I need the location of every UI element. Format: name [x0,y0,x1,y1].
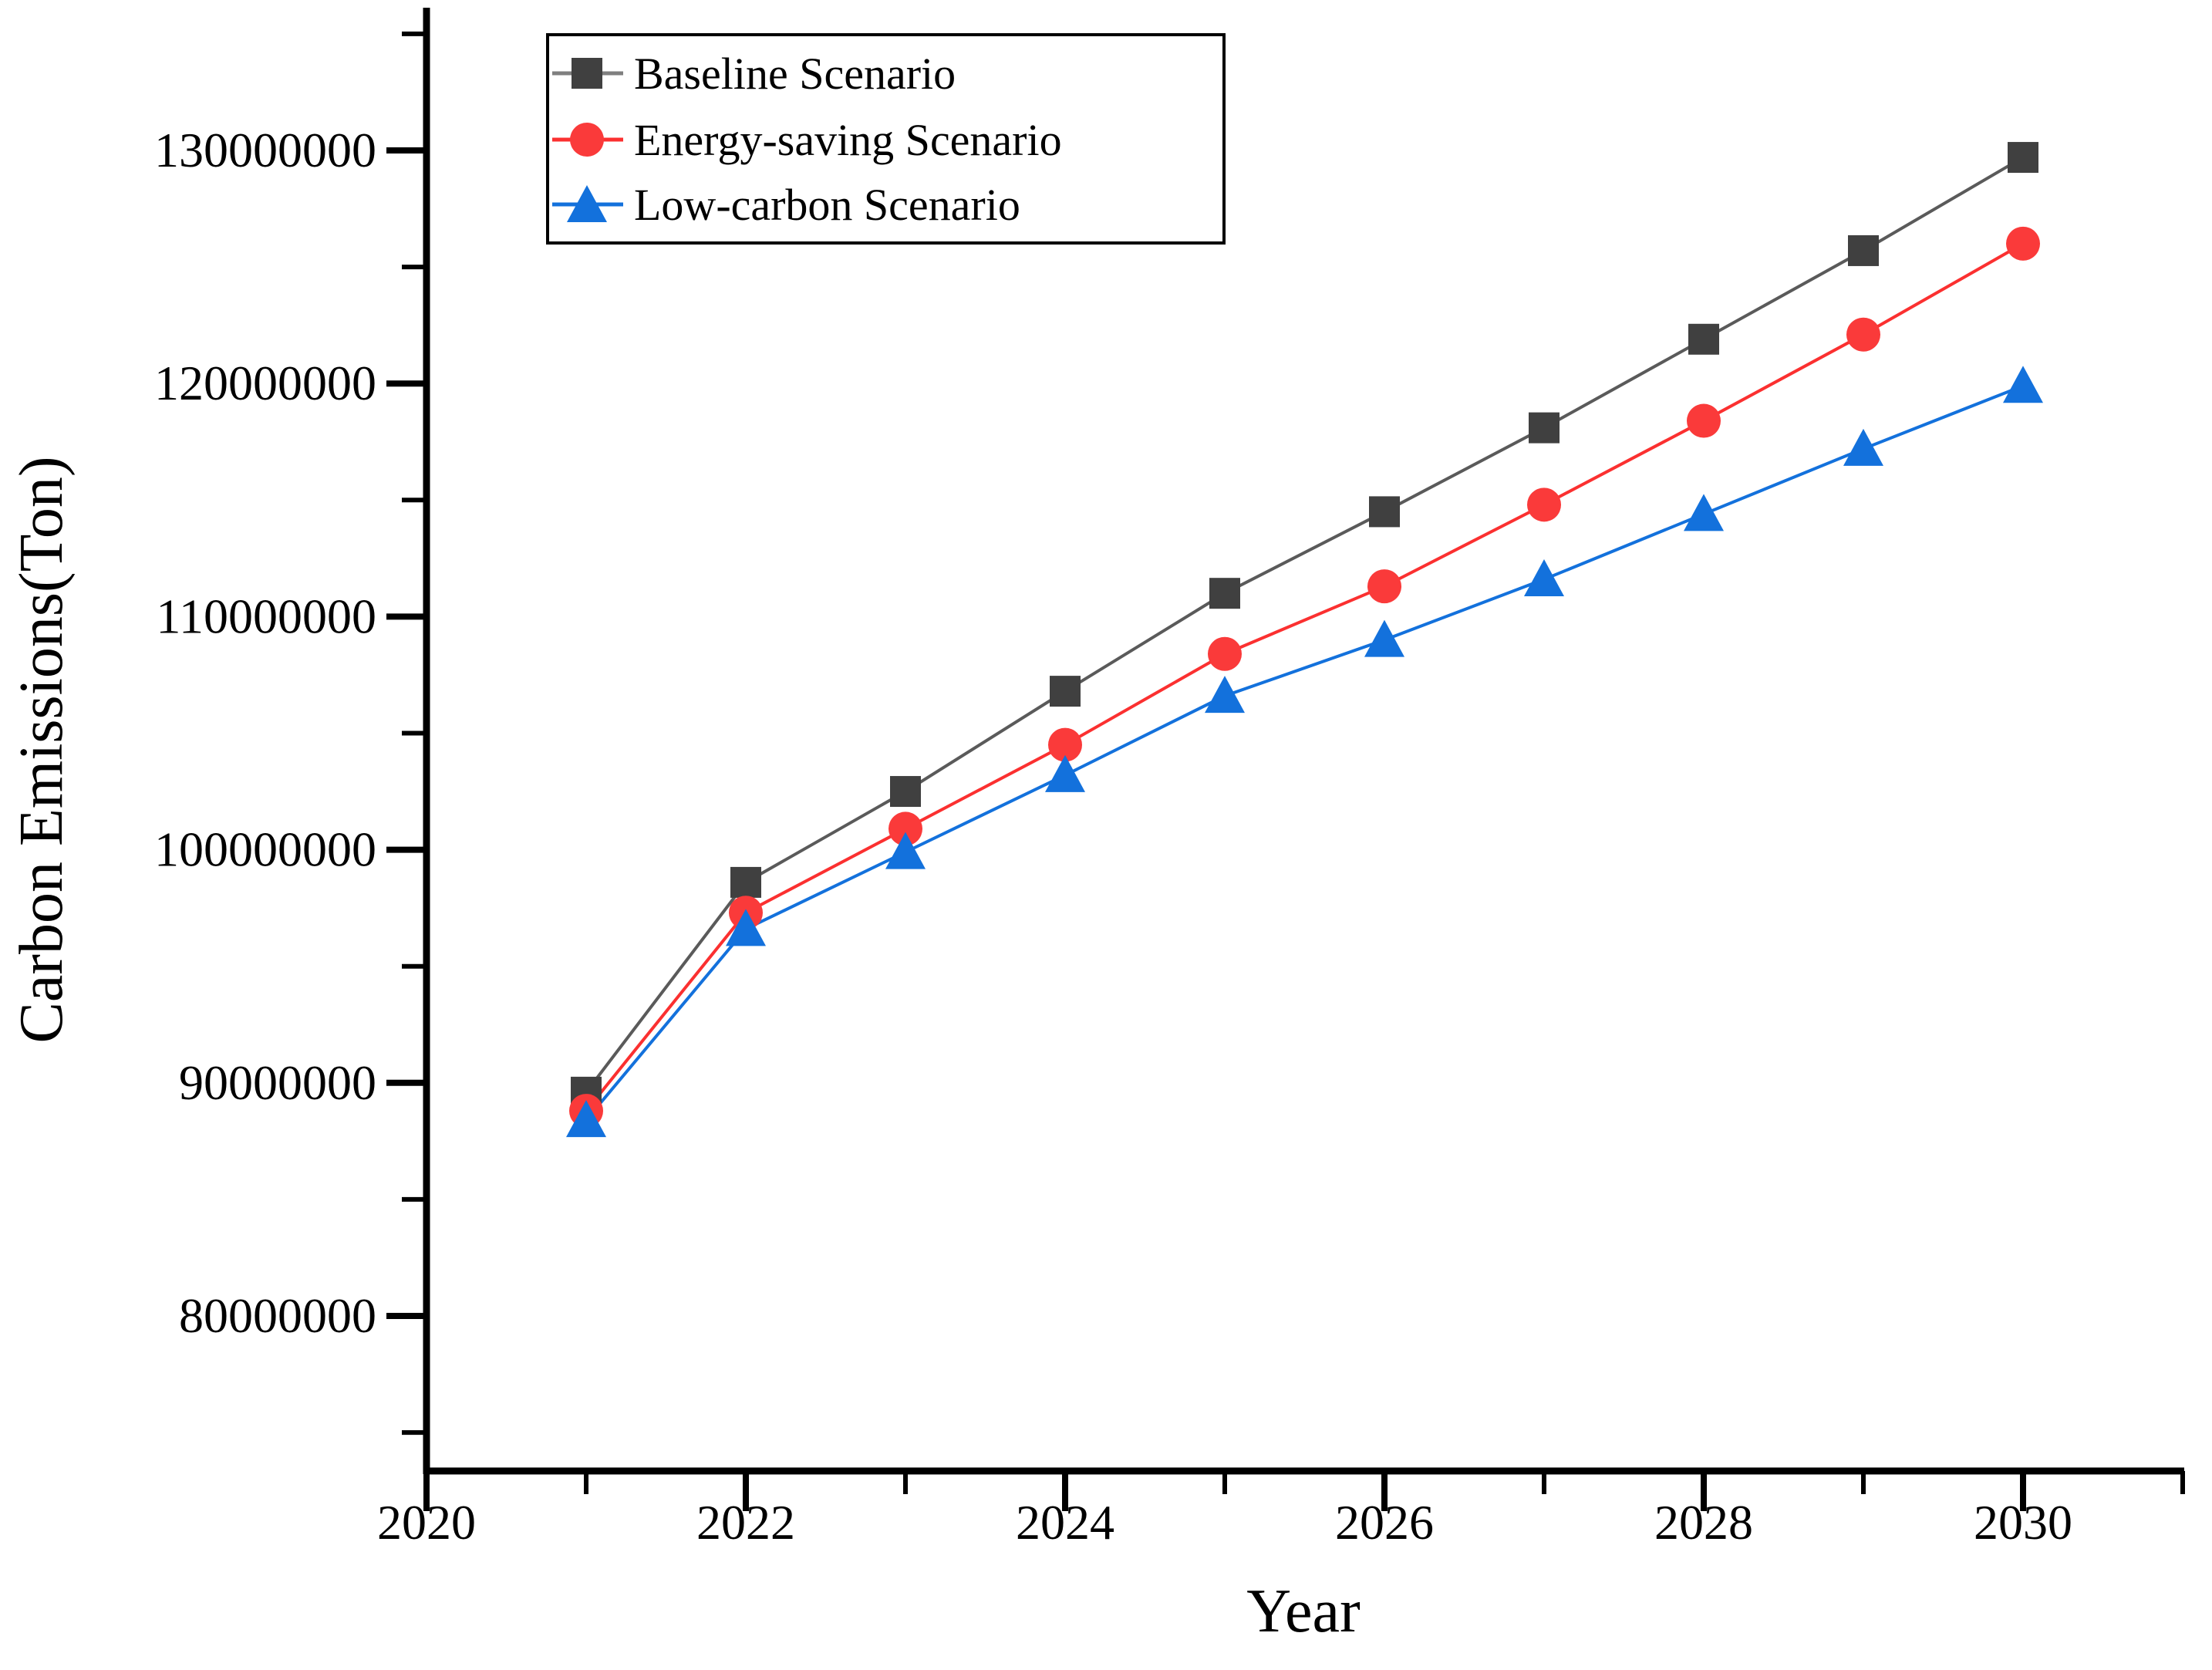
y-tick-label: 110000000 [156,589,376,643]
data-point-square [1529,412,1560,444]
data-point-circle [2006,226,2040,261]
legend-circle-marker-icon [570,123,604,157]
data-point-triangle [1524,559,1564,597]
data-point-square [2008,142,2038,174]
data-point-circle [1367,569,1401,604]
data-point-square [1209,578,1240,609]
data-point-circle [1208,636,1242,671]
y-tick-label: 80000000 [179,1288,376,1343]
y-tick-label: 90000000 [179,1055,376,1110]
legend-triangle-marker-icon [567,185,607,222]
data-point-circle [1846,317,1880,352]
legend-label-energy-saving: Energy-saving Scenario [634,115,1062,165]
x-tick-label: 2024 [1016,1495,1114,1550]
y-tick-label: 100000000 [154,822,376,877]
legend-item-energy-saving: Energy-saving Scenario [552,115,1062,165]
data-point-triangle [2003,366,2043,403]
series-line-0 [585,156,2025,1094]
data-point-square [730,866,761,898]
series-layer [566,142,2043,1138]
legend-label-baseline: Baseline Scenario [634,49,956,99]
data-point-triangle [1364,619,1404,657]
data-point-circle [1527,488,1561,522]
data-point-triangle [566,1100,606,1138]
data-point-circle [889,811,922,846]
data-point-triangle [1045,754,1085,792]
x-tick-label: 2026 [1335,1495,1434,1550]
data-point-triangle [726,909,766,946]
y-tick-label: 120000000 [154,356,376,410]
legend-square-marker-icon [572,58,602,89]
axes-layer: 130000000 120000000 110000000 100000000 9000… [154,8,2185,1550]
series-line-1 [585,242,2024,1112]
data-point-triangle [1205,676,1245,714]
data-point-circle [1687,403,1721,438]
series-line-2 [585,384,2024,1122]
y-tick-label: 130000000 [154,123,376,177]
x-tick-label: 2020 [377,1495,476,1550]
legend-box [546,33,1226,245]
legend-label-low-carbon: Low-carbon Scenario [634,180,1020,230]
data-point-circle [1048,727,1082,762]
data-point-triangle [885,832,926,869]
y-axis-title: Carbon Emissions(Ton) [8,456,76,1043]
data-point-square [890,776,921,808]
data-point-triangle [1684,494,1724,531]
data-point-triangle [1843,428,1883,466]
x-tick-label: 2022 [696,1495,795,1550]
legend: Baseline Scenario Energy-saving Scenario… [546,33,1226,245]
x-tick-label: 2028 [1654,1495,1753,1550]
legend-item-baseline: Baseline Scenario [552,49,956,99]
data-point-square [1050,676,1081,707]
legend-item-low-carbon: Low-carbon Scenario [552,180,1020,230]
x-axis-title: Year [1246,1577,1360,1645]
x-tick-label: 2030 [1974,1495,2072,1550]
data-point-square [1369,496,1400,528]
data-point-square [1848,234,1879,266]
data-point-square [1688,323,1719,355]
